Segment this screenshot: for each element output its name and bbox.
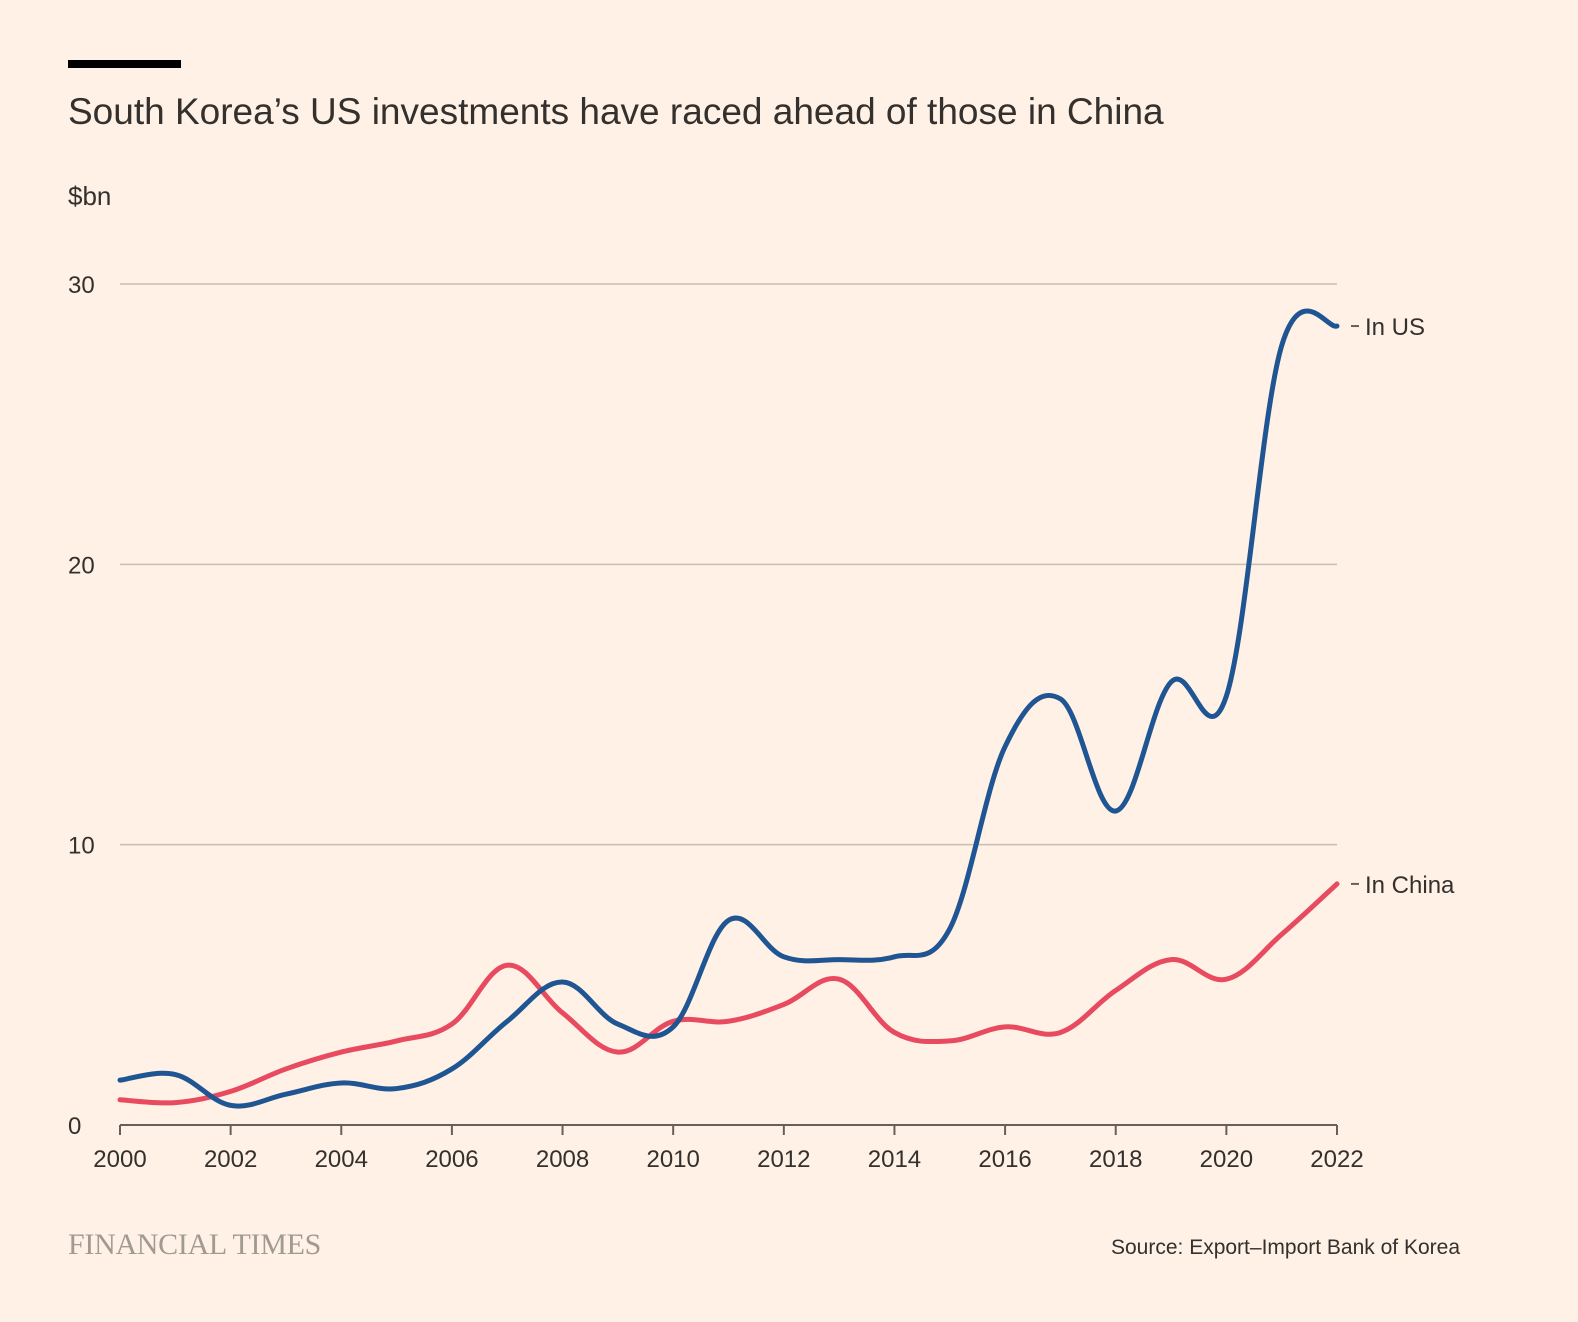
top-accent-bar [68,60,181,68]
x-tick-label: 2000 [93,1146,146,1173]
x-tick-label: 2022 [1310,1146,1363,1173]
y-tick-label: 10 [68,833,95,860]
y-tick-label: 20 [68,552,95,579]
x-tick-label: 2018 [1089,1146,1142,1173]
series-label-in-china: In China [1365,872,1455,899]
y-tick-label: 0 [68,1113,81,1140]
x-tick-label: 2012 [757,1146,810,1173]
x-tick-label: 2006 [425,1146,478,1173]
x-tick-label: 2002 [204,1146,257,1173]
series-line-in-china [117,881,1340,1106]
x-tick-label: 2014 [868,1146,921,1173]
x-tick-label: 2004 [315,1146,368,1173]
series-label-in-us: In US [1365,314,1425,341]
x-tick-label: 2010 [646,1146,699,1173]
financial-times-logo: FINANCIAL TIMES [68,1228,322,1261]
y-axis-unit-label: $bn [68,181,112,211]
chart-title: South Korea’s US investments have raced … [68,91,1164,132]
source-note: Source: Export–Import Bank of Korea [1110,1236,1460,1259]
x-tick-label: 2008 [536,1146,589,1173]
series-line-in-us [117,308,1340,1109]
x-tick-label: 2020 [1200,1146,1253,1173]
x-tick-label: 2016 [978,1146,1031,1173]
y-tick-label: 30 [68,272,95,299]
